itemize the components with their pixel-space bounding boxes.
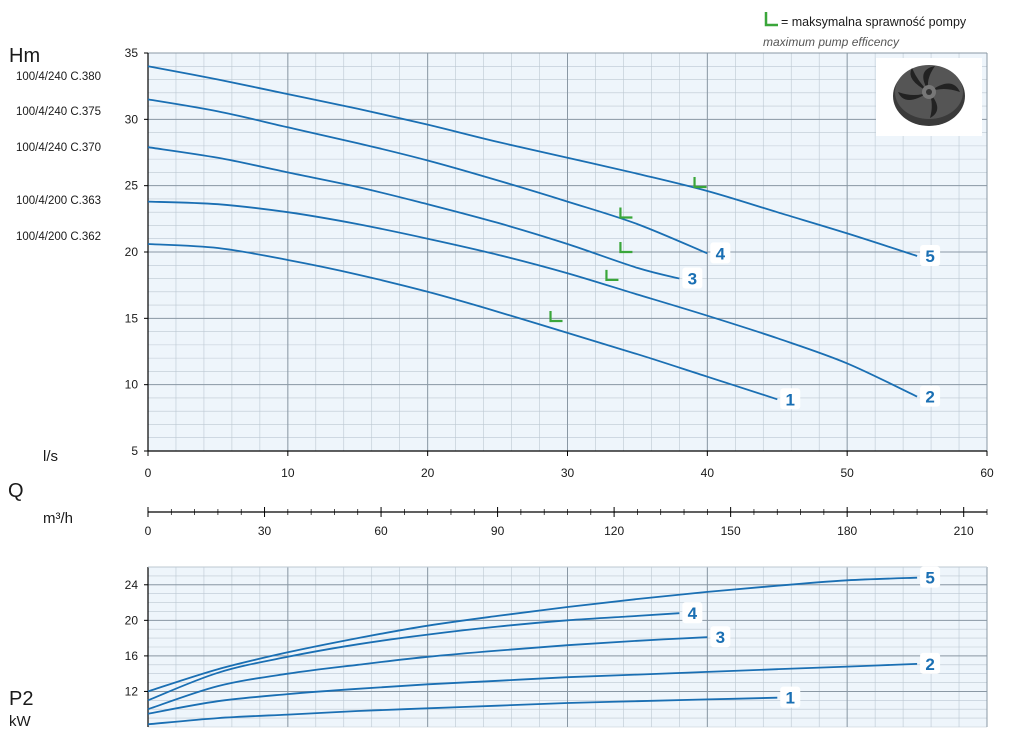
efficiency-marker-3 <box>619 242 633 254</box>
y-tick-label: 15 <box>125 311 139 325</box>
flow-ls-unit: l/s <box>43 448 58 465</box>
head-curve-5 <box>147 65 918 257</box>
head-curve-label-bg <box>682 267 703 289</box>
efficiency-markers <box>549 176 707 323</box>
y-tick-label: 20 <box>125 245 139 259</box>
efficiency-marker-2 <box>605 269 619 281</box>
x-tick-label: 60 <box>980 466 994 480</box>
power-curve-4 <box>147 612 680 702</box>
head-curve-label-4: 4 <box>716 244 726 263</box>
flow-tick-label: 60 <box>374 524 388 538</box>
x-tick-label: 0 <box>145 466 152 480</box>
power-curve-label-1: 1 <box>786 689 795 708</box>
power-curve-1 <box>147 696 778 726</box>
power-y-tick-label: 16 <box>125 649 139 663</box>
head-curve-label-3: 3 <box>688 270 697 289</box>
power-axis-label: P2 <box>9 688 33 710</box>
head-curve-label-2: 2 <box>925 388 934 407</box>
flow-axis: Q m³/h 0 30 60 90 120 150 180 210 <box>8 480 988 538</box>
model-list: 100/4/240 C.380 100/4/240 C.375 100/4/240 … <box>16 71 101 243</box>
flow-tick-label: 0 <box>145 524 152 538</box>
x-tick-label: 10 <box>281 466 295 480</box>
power-curve-label-bg <box>682 602 703 624</box>
head-curve-3 <box>147 146 680 280</box>
power-y-tick-label: 24 <box>125 578 139 592</box>
power-unit: kW <box>9 713 32 730</box>
head-curve-label-bg <box>920 244 941 266</box>
model-label: 100/4/200 C.362 <box>16 231 101 243</box>
x-tick-label: 20 <box>421 466 435 480</box>
model-label: 100/4/200 C.363 <box>16 195 101 207</box>
head-chart: 5 10 15 20 25 30 35 0 10 20 30 40 50 60 1 2 34 5 Hm l/s <box>9 45 994 480</box>
power-curve-label-bg <box>710 626 731 648</box>
head-axis-label: Hm <box>9 45 40 67</box>
power-curve-label-4: 4 <box>688 604 698 623</box>
efficiency-marker-1 <box>549 310 563 323</box>
y-tick-label: 35 <box>125 46 139 60</box>
y-tick-label: 30 <box>125 112 139 126</box>
power-curve-label-2: 2 <box>925 655 934 674</box>
power-y-tick-label: 12 <box>125 684 139 698</box>
power-y-tick-label: 20 <box>125 613 139 627</box>
head-curve-label-5: 5 <box>925 247 934 266</box>
head-curve-label-bg <box>710 242 731 264</box>
head-curve-label-1: 1 <box>786 390 795 409</box>
power-curve-label-3: 3 <box>716 628 725 647</box>
legend-text-en: maximum pump efficency <box>763 35 900 49</box>
efficiency-marker-5 <box>693 176 707 189</box>
flow-tick-label: 90 <box>491 524 505 538</box>
power-curve-label-bg <box>920 652 941 674</box>
flow-tick-label: 30 <box>258 524 272 538</box>
head-curve-label-bg <box>920 385 941 407</box>
x-tick-label: 50 <box>840 466 854 480</box>
efficiency-marker-icon <box>764 12 778 27</box>
head-curve-label-bg <box>780 388 801 410</box>
flow-tick-label: 120 <box>604 524 624 538</box>
head-curve-4 <box>147 98 708 255</box>
flow-tick-label: 210 <box>954 524 974 538</box>
power-curve-label-bg <box>920 566 941 588</box>
flow-m3h-unit: m³/h <box>43 510 73 527</box>
model-label: 100/4/240 C.370 <box>16 142 101 154</box>
power-curve-label-5: 5 <box>925 569 934 588</box>
x-tick-label: 30 <box>561 466 575 480</box>
y-tick-label: 5 <box>131 444 138 458</box>
flow-m3h-axis: 0 30 60 90 120 150 180 210 <box>145 507 988 538</box>
power-curve-2 <box>147 663 918 715</box>
flow-axis-label: Q <box>8 480 24 502</box>
head-curve-2 <box>147 200 918 398</box>
model-label: 100/4/240 C.380 <box>16 71 101 83</box>
power-curves <box>147 576 918 726</box>
model-label: 100/4/240 C.375 <box>16 106 101 118</box>
head-curve-labels: 1 2 34 5 <box>682 242 941 410</box>
y-tick-label: 25 <box>125 179 139 193</box>
head-curves <box>147 65 918 401</box>
power-curve-labels: 1 2 34 5 <box>682 566 941 708</box>
pump-impeller-icon <box>876 58 982 136</box>
power-curve-label-bg <box>780 686 801 708</box>
head-curve-1 <box>147 243 778 401</box>
flow-tick-label: 180 <box>837 524 857 538</box>
legend: = maksymalna sprawność pompy maximum pum… <box>763 12 967 49</box>
power-curve-5 <box>147 576 918 693</box>
efficiency-marker-4 <box>619 207 633 219</box>
x-tick-label: 40 <box>701 466 715 480</box>
flow-tick-label: 150 <box>721 524 741 538</box>
y-tick-label: 10 <box>125 378 139 392</box>
legend-text-pl: = maksymalna sprawność pompy <box>781 15 967 29</box>
power-curve-3 <box>147 636 708 711</box>
